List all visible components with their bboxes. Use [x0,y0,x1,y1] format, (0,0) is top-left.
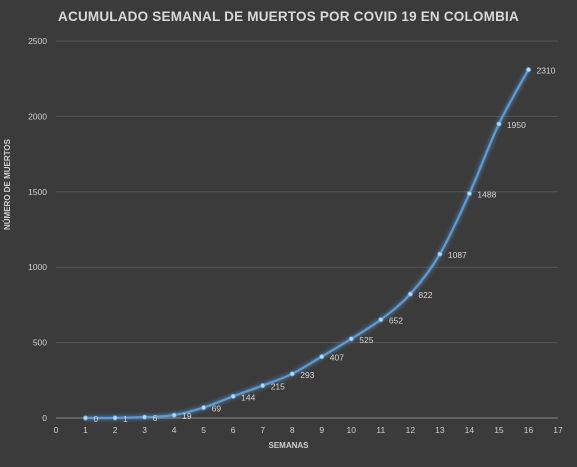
data-point [141,414,148,420]
y-tick-label: 0 [42,413,47,423]
data-point [201,404,207,411]
x-tick-label: 13 [435,425,445,435]
data-label: 69 [212,404,222,414]
chart-title: ACUMULADO SEMANAL DE MUERTOS POR COVID 1… [58,9,519,24]
data-label: 19 [182,411,192,421]
data-label: 652 [389,316,403,326]
series [82,67,532,421]
x-tick-label: 16 [524,425,534,435]
data-label: 1488 [477,190,496,200]
data-label: 1950 [507,120,526,130]
data-point [348,336,354,342]
x-tick-label: 3 [142,425,147,435]
data-point [260,382,266,389]
data-point [230,393,236,399]
data-label: 2310 [536,66,555,76]
data-label: 1 [123,414,128,424]
x-tick-label: 0 [54,425,59,435]
y-tick-label: 1000 [28,262,47,272]
gridlines [56,40,558,419]
data-label: 144 [241,392,255,402]
x-tick-label: 2 [113,425,118,435]
x-tick-label: 17 [553,425,563,435]
x-tick-label: 6 [231,425,236,435]
data-point [407,291,413,297]
data-label: 407 [330,353,344,363]
data-point [289,371,295,377]
data-labels: 0 1 6 19 69 144 215 293 407 525 652 822 1087 1488 1950… [94,66,556,424]
data-point [112,415,118,421]
x-tick-label: 9 [319,425,324,435]
x-tick-label: 11 [376,425,385,435]
x-tick-label: 12 [406,425,416,435]
data-point [319,354,325,360]
x-tick-label: 7 [260,425,265,435]
x-tick-label: 1 [83,425,88,435]
x-tick-label: 15 [494,425,504,435]
data-label: 215 [271,382,285,392]
data-point [378,317,384,323]
data-label: 0 [94,414,99,424]
data-label: 525 [359,335,373,345]
data-point [496,121,502,127]
x-tick-label: 5 [201,425,206,435]
x-tick-label: 14 [465,425,475,435]
data-point [437,251,443,257]
series-line [85,69,530,420]
data-label: 822 [418,290,432,300]
data-label: 293 [300,370,314,380]
x-tick-label: 10 [347,425,357,435]
y-tick-label: 500 [33,338,47,348]
data-label: 1087 [448,250,467,260]
x-tick-label: 4 [172,425,177,435]
x-tick-label: 8 [290,425,295,435]
y-tick-label: 2000 [28,111,47,121]
y-tick-label: 1500 [28,187,47,197]
data-point [466,191,473,197]
y-tick-label: 2500 [28,36,47,46]
data-point [525,67,532,73]
data-label: 6 [153,413,158,423]
data-point [171,412,177,418]
data-point [82,415,89,421]
x-axis-label: SEMANAS [268,441,309,450]
